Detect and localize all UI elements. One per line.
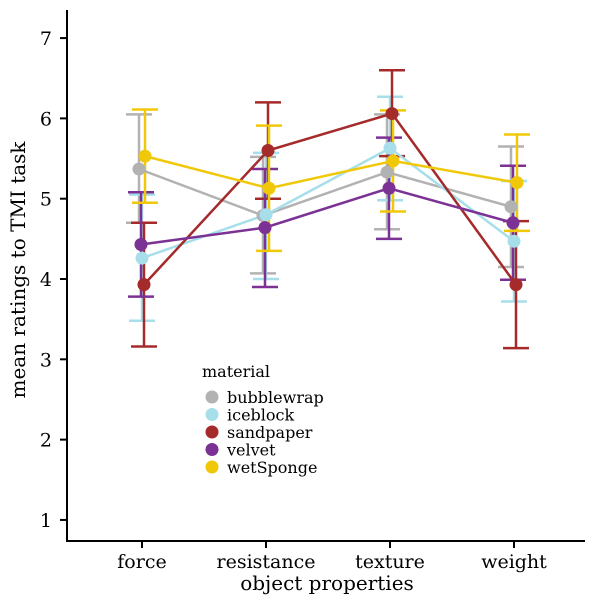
y-tick-label: 6 [40,108,52,130]
data-point-bubblewrap [132,162,146,176]
legend-label-iceblock: iceblock [227,406,295,425]
y-tick-label: 5 [40,189,52,211]
x-axis-title: object properties [240,571,414,595]
x-tick-label: force [117,551,166,573]
series-line-bubblewrap [138,167,512,217]
legend-key-bubblewrap [205,390,219,404]
series-line-velvet [140,186,514,246]
data-point-wetSponge [386,154,400,168]
data-point-wetSponge [510,176,524,190]
data-point-iceblock [259,208,273,222]
data-point-bubblewrap [504,200,518,214]
data-point-wetSponge [262,181,276,195]
legend-label-sandpaper: sandpaper [227,423,313,442]
y-tick-label: 1 [40,510,52,532]
legend-label-velvet: velvet [226,441,276,460]
series-layer [126,68,530,350]
legend-key-velvet [205,443,219,456]
series-line-sandpaper [143,112,518,286]
y-tick-label: 2 [40,430,52,452]
legend-key-wetSponge [205,460,219,474]
data-point-wetSponge [138,149,152,163]
legend-label-wetSponge: wetSponge [227,458,317,477]
data-points [132,107,524,292]
data-point-sandpaper [385,107,399,121]
data-point-velvet [134,237,148,251]
data-point-sandpaper [137,278,151,292]
series-line-wetSponge [144,154,518,190]
data-point-sandpaper [509,278,523,292]
data-point-iceblock [135,251,149,265]
data-point-velvet [258,221,272,235]
series-lines [138,112,518,286]
data-point-velvet [506,216,520,230]
data-point-iceblock [507,234,521,248]
legend-key-sandpaper [205,425,219,439]
legend: material bubblewrapiceblocksandpapervelv… [202,362,324,477]
y-axis: 1 2 3 4 5 6 7 [40,28,67,532]
legend-label-bubblewrap: bubblewrap [227,388,324,407]
x-axis: force resistance texture weight [117,541,547,573]
data-point-iceblock [383,141,397,155]
y-tick-label: 4 [40,269,52,291]
legend-key-iceblock [205,408,219,421]
data-point-sandpaper [261,144,275,158]
y-axis-title: mean ratings to TMI task [6,141,30,399]
x-tick-label: resistance [217,551,316,573]
y-tick-label: 7 [40,28,52,50]
x-tick-label: weight [481,551,547,573]
data-point-velvet [382,181,396,195]
legend-title: material [202,362,270,381]
y-tick-label: 3 [40,349,52,371]
data-point-bubblewrap [380,165,394,179]
x-tick-label: texture [355,551,425,573]
